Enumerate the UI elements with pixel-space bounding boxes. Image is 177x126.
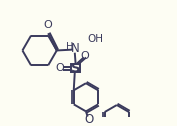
Text: N: N (71, 42, 79, 55)
Text: O: O (56, 63, 65, 73)
Text: H: H (66, 41, 73, 52)
Text: OH: OH (87, 34, 103, 44)
Text: S: S (71, 62, 80, 75)
Text: O: O (81, 51, 89, 61)
Text: O: O (85, 113, 94, 126)
FancyBboxPatch shape (71, 64, 80, 72)
Text: O: O (43, 20, 52, 30)
